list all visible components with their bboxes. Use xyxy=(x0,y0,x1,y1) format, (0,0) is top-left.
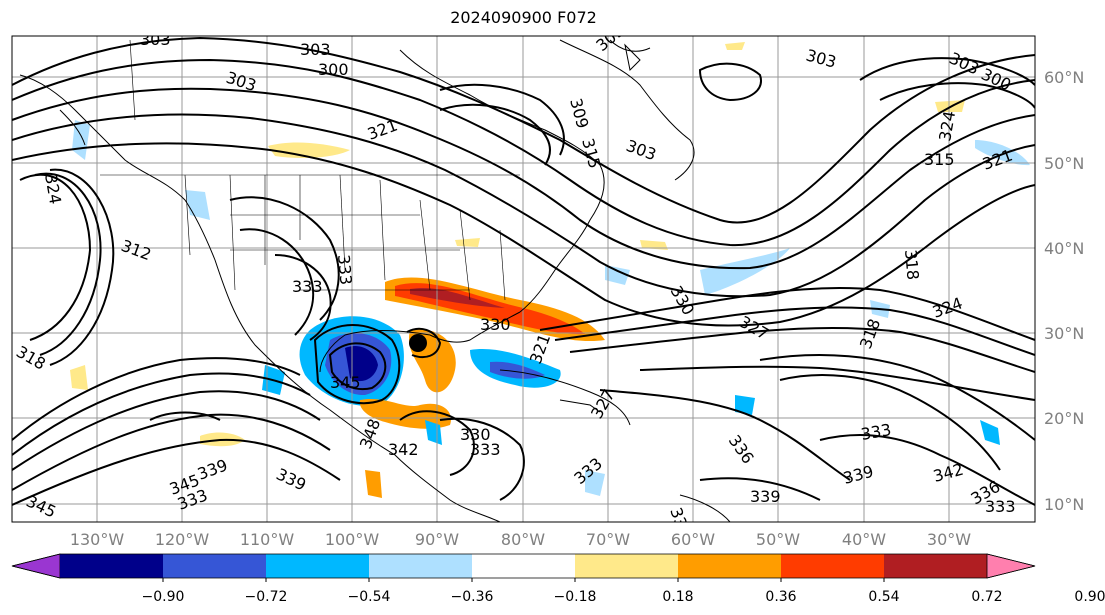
contour-label: 333 xyxy=(292,277,323,296)
colorbar-tick-label: 0.72 xyxy=(971,589,1002,605)
lat-label: 20°N xyxy=(1044,409,1084,428)
colorbar-tick-label: −0.36 xyxy=(451,589,494,605)
lon-label: 130°W xyxy=(70,530,125,549)
colorbar-segment xyxy=(369,554,473,578)
colorbar-tick-label: 0.18 xyxy=(662,589,693,605)
lon-label: 80°W xyxy=(501,530,545,549)
contour-label: 333 xyxy=(470,440,501,459)
map-title: 2024090900 F072 xyxy=(450,8,597,27)
contour-label: 318 xyxy=(901,249,923,281)
colorbar-tick-label: −0.72 xyxy=(245,589,288,605)
contour-label: 330 xyxy=(480,315,511,334)
colorbar-tick-label: −0.90 xyxy=(142,589,185,605)
colorbar-segment xyxy=(266,554,370,578)
contour-label: 303 xyxy=(140,30,171,49)
colorbar-tick-label: −0.54 xyxy=(348,589,391,605)
lon-label: 60°W xyxy=(671,530,715,549)
lat-label: 40°N xyxy=(1044,239,1084,258)
contour-label: 330 xyxy=(460,425,491,444)
colorbar-segment xyxy=(472,554,576,578)
colorbar-tick-label: 0.36 xyxy=(765,589,796,605)
state-borders xyxy=(100,39,520,301)
contour-label: 333 xyxy=(985,497,1016,516)
lat-label: 60°N xyxy=(1044,68,1084,87)
colorbar-frame xyxy=(11,553,1036,579)
lon-label: 110°W xyxy=(240,530,295,549)
colorbar-extension-low xyxy=(11,553,61,579)
colorbar xyxy=(11,553,1036,582)
contour-label: 303 xyxy=(300,40,331,59)
colorbar-segment xyxy=(678,554,782,578)
lat-label: 30°N xyxy=(1044,324,1084,343)
lon-label: 40°W xyxy=(842,530,886,549)
colorbar-tick-label: −0.18 xyxy=(554,589,597,605)
colorbar-tick-labels: −0.90 −0.72 −0.54 −0.36 −0.18 0.18 0.36 … xyxy=(142,589,1105,605)
colorbar-segment xyxy=(163,554,267,578)
lat-label: 10°N xyxy=(1044,495,1084,514)
contour-label: 300 xyxy=(318,60,349,79)
isentrope-contours xyxy=(12,36,1035,506)
lon-label: 100°W xyxy=(325,530,380,549)
colorbar-segment xyxy=(884,554,988,578)
colorbar-segment xyxy=(575,554,679,578)
lon-label: 70°W xyxy=(586,530,630,549)
colorbar-tick-label: 0.90 xyxy=(1074,589,1105,605)
lon-label: 120°W xyxy=(155,530,210,549)
contour-label: 333 xyxy=(334,254,356,286)
map-frame xyxy=(11,35,1036,523)
low-center-marker xyxy=(406,327,442,359)
colorbar-tick-label: 0.54 xyxy=(868,589,899,605)
colorbar-segment xyxy=(60,554,164,578)
contour-label: 339 xyxy=(750,487,781,506)
contour-label: 345 xyxy=(330,373,361,392)
lon-label: 50°W xyxy=(756,530,800,549)
lon-label: 90°W xyxy=(415,530,459,549)
lon-label: 30°W xyxy=(927,530,971,549)
contour-label: 342 xyxy=(388,440,419,459)
latitude-labels: 60°N 50°N 40°N 30°N 20°N 10°N xyxy=(1044,68,1084,514)
colorbar-extension-high xyxy=(986,553,1036,579)
contour-label: 315 xyxy=(924,150,955,169)
lat-label: 50°N xyxy=(1044,154,1084,173)
colorbar-segment xyxy=(781,554,885,578)
longitude-labels: 130°W 120°W 110°W 100°W 90°W 80°W 70°W 6… xyxy=(70,530,971,549)
